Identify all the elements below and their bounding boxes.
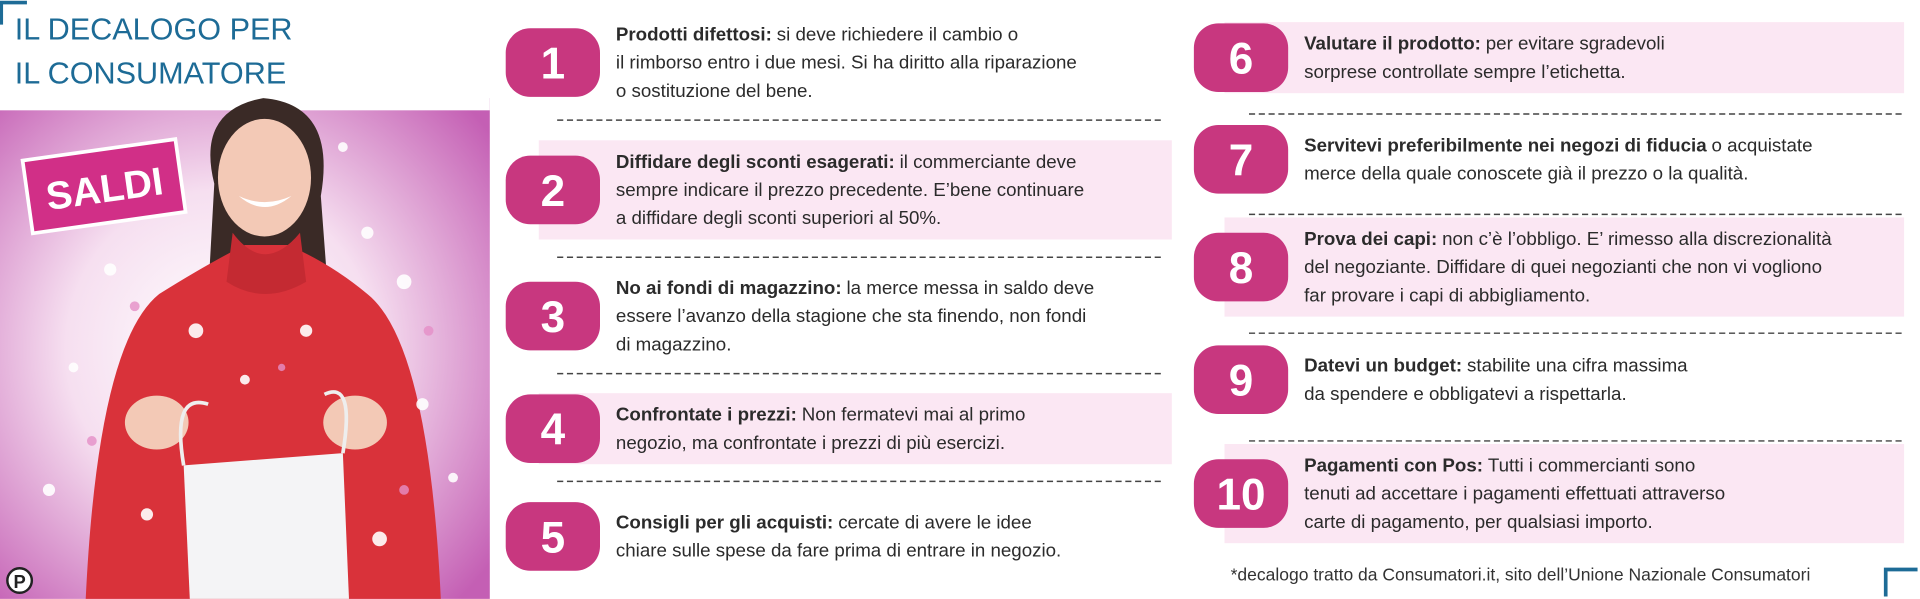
item-text: Prodotti difettosi: si deve richiedere il…: [616, 24, 1077, 101]
item-title: Prova dei capi:: [1304, 228, 1437, 249]
number-pill: [505, 394, 600, 463]
item-band: [1224, 22, 1905, 94]
item-text: No ai fondi di magazzino: la merce messa …: [616, 277, 1094, 354]
corner: [0, 0, 27, 25]
number: 6: [1229, 35, 1254, 84]
item-line: Tutti i commercianti sono: [1488, 455, 1695, 476]
item-title: Consigli per gli acquisti:: [616, 511, 833, 532]
item-title: No ai fondi di magazzino:: [616, 277, 842, 298]
item-text: Datevi un budget: stabilite una cifra mas…: [1304, 355, 1688, 404]
item-text: Servitevi preferibilmente nei negozi di …: [1304, 134, 1812, 183]
number: 4: [541, 406, 566, 455]
item-title: Prodotti difettosi:: [616, 24, 772, 45]
item-line: stabilite una cifra massima: [1467, 355, 1688, 376]
item-line: il rimborso entro i due mesi. Si ha diri…: [616, 52, 1077, 73]
number-pill: [1193, 125, 1289, 194]
item-title: Confrontate i prezzi:: [616, 404, 797, 425]
item-line: non c’è l’obbligo. E’ rimesso alla discr…: [1442, 228, 1832, 249]
number: 2: [541, 167, 566, 216]
photo: [0, 0, 490, 599]
item-line: del negoziante. Diffidare di quei negozi…: [1304, 256, 1822, 277]
item-line: per evitare sgradevoli: [1486, 33, 1665, 54]
number-pill: [505, 28, 600, 97]
item-title: Valutare il prodotto:: [1304, 33, 1481, 54]
item-text: Valutare il prodotto: per evitare sgradev…: [1304, 33, 1665, 82]
number-pill: [505, 281, 600, 351]
item-line: cercate di avere le idee: [838, 511, 1032, 532]
item-line: Non fermatevi mai al primo: [802, 404, 1026, 425]
item-line: sorprese controllate sempre l’etichetta.: [1304, 61, 1626, 82]
item-line: merce della quale conoscete già il prezz…: [1304, 163, 1748, 184]
item-line: essere l’avanzo della stagione che sta f…: [616, 305, 1086, 326]
number-pill: [1193, 345, 1289, 414]
number: 8: [1229, 244, 1254, 293]
number: 9: [1229, 357, 1254, 406]
number: 7: [1229, 136, 1254, 185]
item-line: tenuti ad accettare i pagamenti effettua…: [1304, 483, 1725, 504]
item-text: Diffidare degli sconti esagerati: il comm…: [616, 151, 1084, 228]
item-line: la merce messa in saldo deve: [846, 277, 1094, 298]
number-pill: [505, 155, 600, 225]
corner: [1883, 567, 1918, 597]
title-line: IL CONSUMATORE: [15, 56, 287, 90]
item-line: carte di pagamento, per qualsiasi import…: [1304, 511, 1653, 532]
item-text: Pagamenti con Pos: Tutti i commercianti s…: [1304, 455, 1725, 532]
number: 3: [541, 293, 566, 342]
item-line: a diffidare degli sconti superiori al 50…: [616, 207, 941, 228]
title-line: IL DECALOGO PER: [15, 12, 293, 46]
badge: SALDI: [20, 137, 188, 236]
number-pill: [1193, 232, 1289, 302]
number: 10: [1217, 471, 1266, 520]
number-pill: [505, 502, 600, 571]
logo-text: P: [13, 571, 25, 592]
item-line: far provare i capi di abbigliamento.: [1304, 284, 1590, 305]
item-line: o acquistate: [1712, 134, 1813, 155]
item-band: [538, 140, 1172, 240]
item-line: si deve richiedere il cambio o: [777, 24, 1018, 45]
item-title: Diffidare degli sconti esagerati:: [616, 151, 895, 172]
logo: [6, 567, 34, 594]
item-line: negozio, ma confrontate i prezzi di più …: [616, 432, 1005, 453]
footnote: *decalogo tratto da Consumatori.it, sito…: [1231, 565, 1811, 585]
number-pill: [1193, 459, 1289, 528]
item-band: [538, 393, 1172, 465]
item-line: chiare sulle spese da fare prima di entr…: [616, 540, 1061, 561]
number: 5: [541, 513, 566, 562]
item-line: o sostituzione del bene.: [616, 80, 813, 101]
item-text: Confrontate i prezzi: Non fermatevi mai a…: [616, 404, 1026, 453]
item-band: [1224, 217, 1905, 317]
item-line: da spendere e obbligatevi a rispettarla.: [1304, 383, 1627, 404]
item-line: il commerciante deve: [900, 151, 1077, 172]
item-line: di magazzino.: [616, 333, 732, 354]
item-title: Datevi un budget:: [1304, 355, 1462, 376]
item-title: Pagamenti con Pos:: [1304, 455, 1483, 476]
number: 1: [541, 39, 566, 88]
item-band: [1224, 443, 1905, 544]
item-line: sempre indicare il prezzo precedente. E’…: [616, 179, 1084, 200]
item-title: Servitevi preferibilmente nei negozi di …: [1304, 134, 1707, 155]
number-pill: [1193, 23, 1289, 92]
item-text: Consigli per gli acquisti: cercate di ave…: [616, 511, 1061, 560]
item-text: Prova dei capi: non c’è l’obbligo. E’ rim…: [1304, 228, 1832, 305]
